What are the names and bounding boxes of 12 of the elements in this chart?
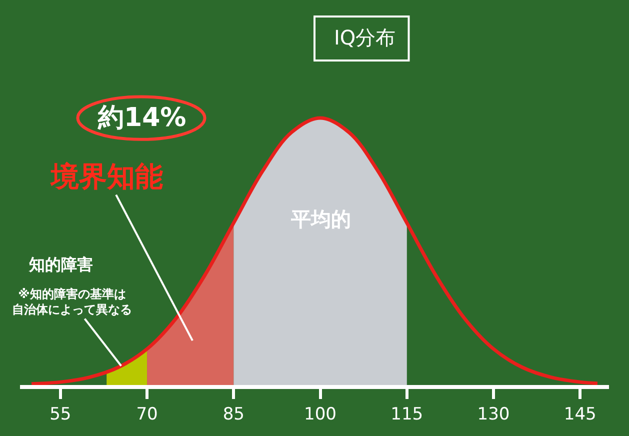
- x-tick-label: 115: [390, 404, 424, 424]
- x-tick-label: 130: [477, 404, 510, 424]
- annotation: ※知的障害の基準は自治体によって異なる: [12, 287, 132, 317]
- x-tick-label: 55: [50, 404, 72, 424]
- x-tick-label: 145: [564, 404, 596, 424]
- x-tick-label: 85: [222, 404, 244, 424]
- annotation: 知的障害: [28, 255, 93, 274]
- annotation: 境界知能: [50, 160, 163, 193]
- annotation: 約14%: [97, 103, 186, 133]
- x-tick-label: 70: [136, 404, 158, 424]
- x-tick-label: 100: [304, 404, 336, 424]
- chart-title: IQ分布: [334, 26, 396, 50]
